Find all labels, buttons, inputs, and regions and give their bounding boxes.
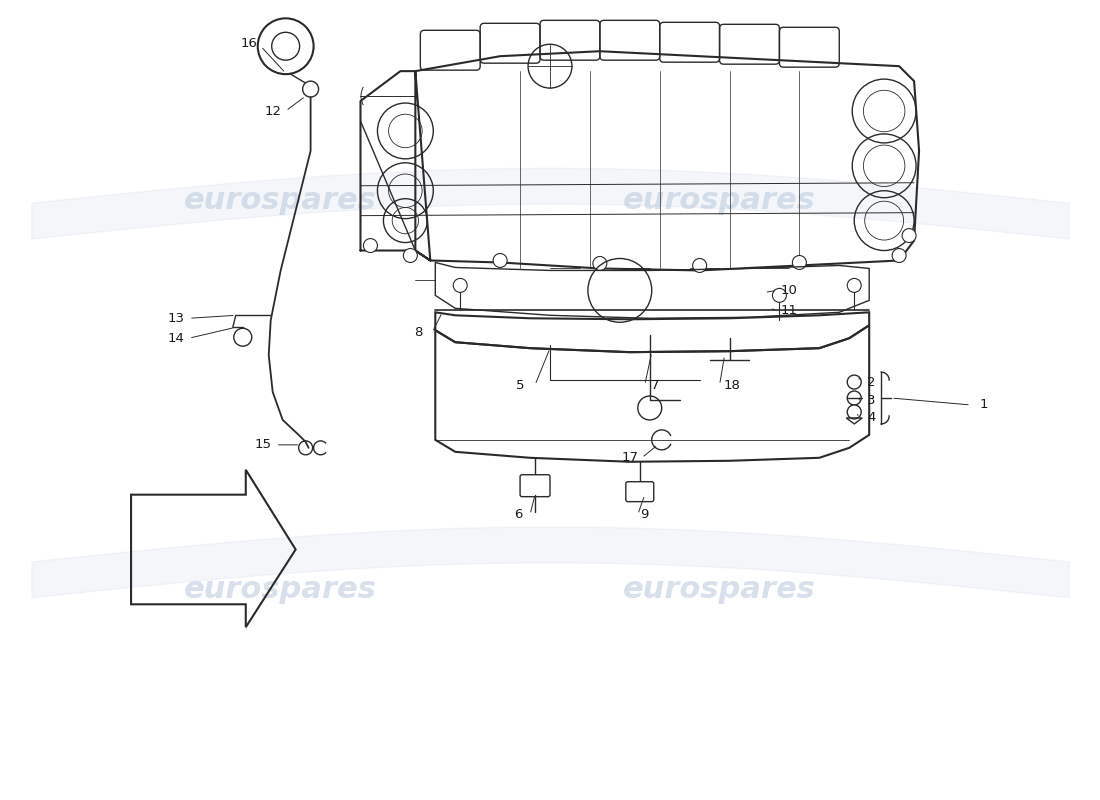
Circle shape <box>847 405 861 419</box>
Circle shape <box>847 278 861 292</box>
Circle shape <box>593 257 607 270</box>
Circle shape <box>493 254 507 267</box>
Text: 18: 18 <box>723 378 740 391</box>
Circle shape <box>847 391 861 405</box>
Text: eurospares: eurospares <box>624 575 816 604</box>
Text: 4: 4 <box>867 411 876 425</box>
Text: 7: 7 <box>650 378 659 391</box>
Text: 16: 16 <box>240 37 257 50</box>
Text: 15: 15 <box>254 438 272 451</box>
FancyBboxPatch shape <box>626 482 653 502</box>
Text: 6: 6 <box>514 508 522 521</box>
Circle shape <box>693 258 706 273</box>
Text: 1: 1 <box>980 398 988 411</box>
Circle shape <box>772 288 786 302</box>
Text: 8: 8 <box>414 326 422 338</box>
Circle shape <box>363 238 377 253</box>
Text: eurospares: eurospares <box>185 575 377 604</box>
Circle shape <box>892 249 906 262</box>
Text: 12: 12 <box>264 105 282 118</box>
Text: eurospares: eurospares <box>624 186 816 215</box>
Circle shape <box>453 278 468 292</box>
Circle shape <box>792 255 806 270</box>
Text: 5: 5 <box>516 378 525 391</box>
FancyBboxPatch shape <box>520 474 550 497</box>
Circle shape <box>902 229 916 242</box>
Text: 9: 9 <box>640 508 649 521</box>
Text: 14: 14 <box>167 332 185 345</box>
Text: 17: 17 <box>621 451 638 464</box>
Text: 3: 3 <box>867 394 876 406</box>
Text: 13: 13 <box>167 312 185 325</box>
Text: 10: 10 <box>781 284 798 297</box>
Circle shape <box>404 249 417 262</box>
Text: 2: 2 <box>867 375 876 389</box>
Text: 11: 11 <box>781 304 798 317</box>
Circle shape <box>847 375 861 389</box>
Text: eurospares: eurospares <box>185 186 377 215</box>
Circle shape <box>302 81 319 97</box>
